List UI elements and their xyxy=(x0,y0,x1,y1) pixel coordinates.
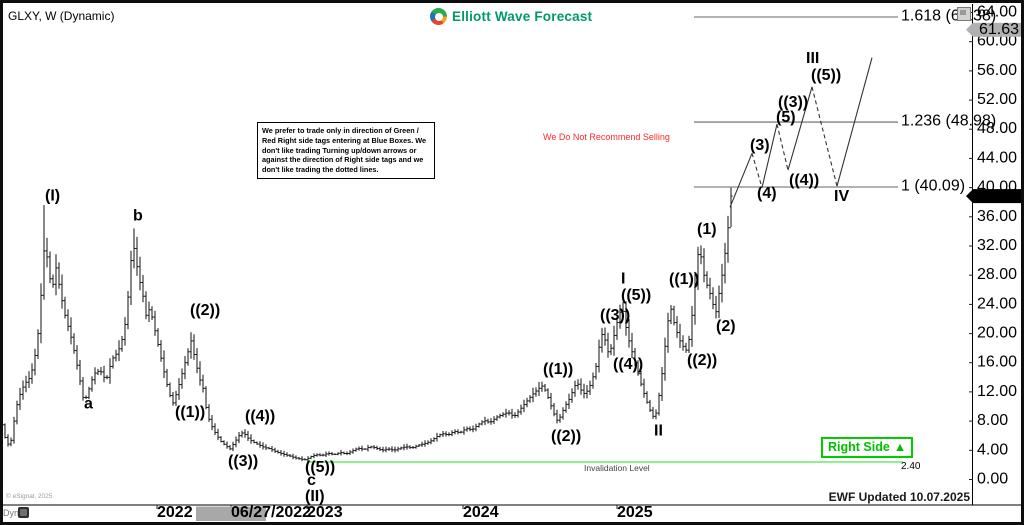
no-sell-note: We Do Not Recommend Selling xyxy=(543,132,670,142)
price-axis-tick-label[interactable]: 44.00 xyxy=(977,149,1017,166)
wave-label: ((2)) xyxy=(190,302,220,319)
symbol-title: GLXY, W (Dynamic) xyxy=(8,9,115,23)
projection-dashed-segment xyxy=(811,86,838,187)
time-axis-label[interactable]: 2023 xyxy=(307,504,343,521)
wave-label: ((1)) xyxy=(175,404,205,421)
wave-label: ((5)) xyxy=(811,67,841,84)
right-side-label: Right Side xyxy=(828,440,890,454)
right-side-badge: Right Side ▲ xyxy=(821,437,914,458)
fib-label: 1 (40.09) xyxy=(901,178,965,195)
wave-label: (3) xyxy=(750,137,770,154)
price-axis-tick-label[interactable]: 8.00 xyxy=(977,412,1008,429)
projection-dashed-segment xyxy=(776,123,789,171)
wave-label: a xyxy=(84,396,93,413)
wave-label: (I) xyxy=(45,188,60,205)
wave-label: ((4)) xyxy=(789,172,819,189)
wave-label: IV xyxy=(834,188,849,205)
wave-label: ((3)) xyxy=(228,453,258,470)
wave-label: ((4)) xyxy=(245,408,275,425)
invalidation-level-label: Invalidation Level xyxy=(584,463,650,473)
projection-solid-segment xyxy=(761,123,778,188)
wave-label: b xyxy=(133,208,143,225)
wave-label: ((3)) xyxy=(600,307,630,324)
dyn-label: Dyn xyxy=(3,508,20,518)
wave-label: c xyxy=(307,472,316,489)
time-axis-label[interactable]: 2022 xyxy=(157,504,193,521)
price-tag-value: 61.63 xyxy=(979,21,1019,38)
price-axis-tick-label[interactable]: 56.00 xyxy=(977,62,1017,79)
invalidation-level-value: 2.40 xyxy=(901,461,921,472)
wave-label: ((1)) xyxy=(669,271,699,288)
wave-label: ((1)) xyxy=(543,361,573,378)
wave-label: ((5)) xyxy=(305,459,335,476)
projection-solid-segment xyxy=(787,86,813,171)
ewf-swirl-icon xyxy=(430,8,447,25)
price-axis-tick-label[interactable]: 24.00 xyxy=(977,295,1017,312)
wave-label: (4) xyxy=(757,185,777,202)
wave-label: III xyxy=(806,50,819,67)
price-axis-tick-label[interactable]: 20.00 xyxy=(977,325,1017,342)
wave-label: ((2)) xyxy=(551,428,581,445)
chart-window-icon[interactable] xyxy=(957,7,971,21)
wave-label: (II) xyxy=(305,488,325,505)
price-axis-tick-label[interactable]: 48.00 xyxy=(977,120,1017,137)
ewf-updated-stamp: EWF Updated 10.07.2025 xyxy=(828,490,970,504)
ewf-logo: Elliott Wave Forecast xyxy=(430,8,592,25)
price-axis-tick-label[interactable]: 60.00 xyxy=(977,33,1017,50)
wave-label: (1) xyxy=(697,221,717,238)
price-tag-box xyxy=(973,22,1021,37)
price-tag-value: 38.84 xyxy=(979,187,1019,204)
trading-disclaimer-box: We prefer to trade only in direction of … xyxy=(257,122,435,179)
fib-label: 1.236 (48.98) xyxy=(901,113,996,130)
brand-text: Elliott Wave Forecast xyxy=(452,9,593,24)
projection-dashed-segment xyxy=(751,153,763,188)
price-tag-arrow xyxy=(966,189,973,204)
fib-label: 1.618 (63.38) xyxy=(901,8,996,25)
up-arrow-icon: ▲ xyxy=(893,440,907,454)
price-axis-tick-label[interactable]: 32.00 xyxy=(977,237,1017,254)
esignal-app-icon[interactable] xyxy=(18,507,29,518)
price-tag-arrow xyxy=(966,22,973,37)
price-axis-tick-label[interactable]: 52.00 xyxy=(977,91,1017,108)
price-axis-tick-label[interactable]: 16.00 xyxy=(977,354,1017,371)
price-tag-box xyxy=(973,189,1021,204)
time-axis-label[interactable]: 2024 xyxy=(463,504,499,521)
wave-label: II xyxy=(654,423,663,440)
price-axis-tick-label[interactable]: 4.00 xyxy=(977,441,1008,458)
price-axis-tick-label[interactable]: 12.00 xyxy=(977,383,1017,400)
time-axis-label[interactable]: 06/27/2022 xyxy=(231,504,311,521)
wave-label: ((3)) xyxy=(778,94,808,111)
projection-solid-segment xyxy=(836,57,873,187)
price-axis-tick-label[interactable]: 64.00 xyxy=(977,4,1017,21)
time-axis-label[interactable]: 2025 xyxy=(617,504,653,521)
wave-label: ((2)) xyxy=(687,352,717,369)
wave-label: ((4)) xyxy=(613,356,643,373)
wave-label: ((5)) xyxy=(621,287,651,304)
wave-label: (2) xyxy=(716,318,736,335)
esignal-copyright: © eSignal, 2025 xyxy=(6,493,53,500)
wave-label: I xyxy=(621,271,625,288)
price-axis-tick-label[interactable]: 36.00 xyxy=(977,208,1017,225)
time-axis-highlight xyxy=(196,506,266,521)
price-axis-tick-label[interactable]: 0.00 xyxy=(977,471,1008,488)
wave-label: (5) xyxy=(776,109,796,126)
projection-solid-segment xyxy=(729,153,753,208)
price-axis-tick-label[interactable]: 28.00 xyxy=(977,266,1017,283)
